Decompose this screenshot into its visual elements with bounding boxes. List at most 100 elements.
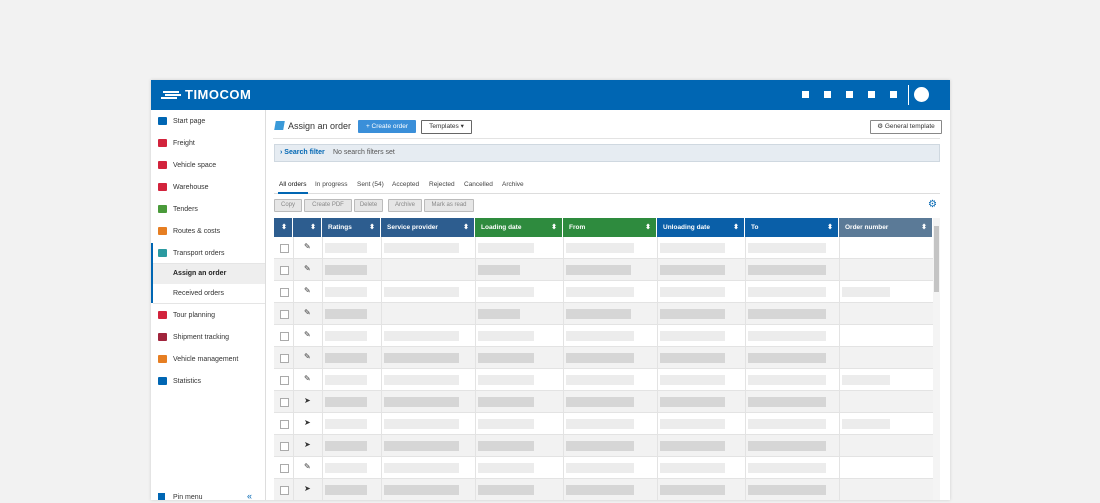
row-checkbox[interactable] — [280, 464, 289, 473]
cell-border — [293, 391, 294, 413]
cell-border — [563, 479, 564, 501]
cell-border — [381, 303, 382, 325]
collapse-icon[interactable]: « — [247, 491, 253, 501]
placeholder — [748, 353, 826, 363]
create-order-button[interactable]: + Create order — [358, 120, 416, 133]
placeholder — [748, 463, 826, 473]
nav-item[interactable]: Assign an order — [173, 270, 227, 277]
cell-border — [293, 435, 294, 457]
row-icon: ➤ — [304, 396, 311, 405]
action-button[interactable]: Mark as read — [424, 199, 474, 212]
placeholder — [478, 397, 534, 407]
checkbox[interactable] — [158, 493, 165, 500]
nav-item[interactable]: Start page — [173, 118, 206, 125]
tab[interactable]: Archive — [502, 181, 524, 188]
cell-border — [475, 259, 476, 281]
cell-border — [745, 391, 746, 413]
cell-border — [745, 237, 746, 259]
cell-border — [322, 479, 323, 501]
tab[interactable]: Sent (54) — [357, 181, 384, 188]
action-button[interactable]: Create PDF — [304, 199, 352, 212]
column-header[interactable]: Ratings — [322, 218, 381, 237]
placeholder — [660, 397, 725, 407]
column-header[interactable]: To — [745, 218, 839, 237]
cell-border — [657, 479, 658, 501]
general-template-button[interactable]: ⚙ General template — [870, 120, 942, 134]
placeholder — [748, 265, 826, 275]
row-checkbox[interactable] — [280, 288, 289, 297]
nav-item[interactable]: Shipment tracking — [173, 334, 230, 341]
nav-item[interactable]: Freight — [173, 140, 195, 147]
header-cell — [293, 218, 322, 237]
placeholder — [566, 397, 634, 407]
cell-border — [475, 347, 476, 369]
row-checkbox[interactable] — [280, 420, 289, 429]
row-checkbox[interactable] — [280, 332, 289, 341]
cell-border — [381, 457, 382, 479]
column-header[interactable]: Order number — [839, 218, 933, 237]
placeholder — [325, 419, 367, 429]
tab[interactable]: Cancelled — [464, 181, 493, 188]
row-checkbox[interactable] — [280, 354, 289, 363]
nav-item[interactable]: Tour planning — [173, 312, 216, 319]
row-checkbox[interactable] — [280, 398, 289, 407]
row-checkbox[interactable] — [280, 442, 289, 451]
cell-border — [745, 259, 746, 281]
action-button[interactable]: Archive — [388, 199, 422, 212]
avatar[interactable] — [914, 87, 929, 102]
placeholder — [478, 375, 534, 385]
cell-border — [839, 457, 840, 479]
row-checkbox[interactable] — [280, 486, 289, 495]
nav-item[interactable]: Warehouse — [173, 184, 209, 191]
templates-button[interactable]: Templates ▾ — [421, 120, 472, 134]
column-header[interactable]: From — [563, 218, 657, 237]
header-bar: TIMOCOM — [151, 80, 950, 110]
pin-menu[interactable]: Pin menu — [173, 494, 203, 501]
row-checkbox[interactable] — [280, 310, 289, 319]
tab[interactable]: In progress — [315, 181, 348, 188]
row-checkbox[interactable] — [280, 244, 289, 253]
nav-item[interactable]: Transport orders — [173, 250, 225, 257]
tab[interactable]: Accepted — [392, 181, 420, 188]
nav-item[interactable]: Statistics — [173, 378, 202, 385]
action-button[interactable]: Copy — [274, 199, 302, 212]
nav-icon — [158, 139, 167, 147]
cell-border — [745, 281, 746, 303]
column-header[interactable]: Unloading date — [657, 218, 745, 237]
nav-item[interactable]: Tenders — [173, 206, 198, 213]
placeholder — [660, 331, 725, 341]
nav-item[interactable]: Vehicle space — [173, 162, 217, 169]
placeholder — [748, 243, 826, 253]
placeholder — [660, 353, 725, 363]
placeholder — [478, 287, 534, 297]
row-checkbox[interactable] — [280, 266, 289, 275]
tab[interactable]: Rejected — [429, 181, 455, 188]
column-header[interactable]: Loading date — [475, 218, 563, 237]
tab[interactable]: All orders — [279, 181, 307, 188]
scrollbar[interactable] — [933, 218, 940, 500]
nav-item[interactable]: Received orders — [173, 290, 224, 297]
search-filter-bar[interactable]: › Search filter No search filters set — [274, 144, 940, 162]
placeholder — [660, 243, 725, 253]
cell-border — [322, 303, 323, 325]
cell-border — [293, 457, 294, 479]
nav-icon — [158, 117, 167, 125]
cell-border — [839, 259, 840, 281]
placeholder — [566, 463, 634, 473]
row-checkbox[interactable] — [280, 376, 289, 385]
header-icons[interactable] — [802, 91, 809, 98]
nav-icon — [158, 249, 167, 257]
placeholder — [748, 441, 826, 451]
action-button[interactable]: Delete — [354, 199, 383, 212]
placeholder — [566, 441, 634, 451]
column-header[interactable]: Service provider — [381, 218, 475, 237]
nav-item[interactable]: Vehicle management — [173, 356, 239, 363]
nav-item[interactable]: Routes & costs — [173, 228, 221, 235]
settings-icon[interactable]: ⚙ — [928, 199, 937, 210]
placeholder — [384, 419, 459, 429]
cell-border — [657, 259, 658, 281]
placeholder — [660, 441, 725, 451]
cell-border — [563, 391, 564, 413]
cell-border — [657, 369, 658, 391]
